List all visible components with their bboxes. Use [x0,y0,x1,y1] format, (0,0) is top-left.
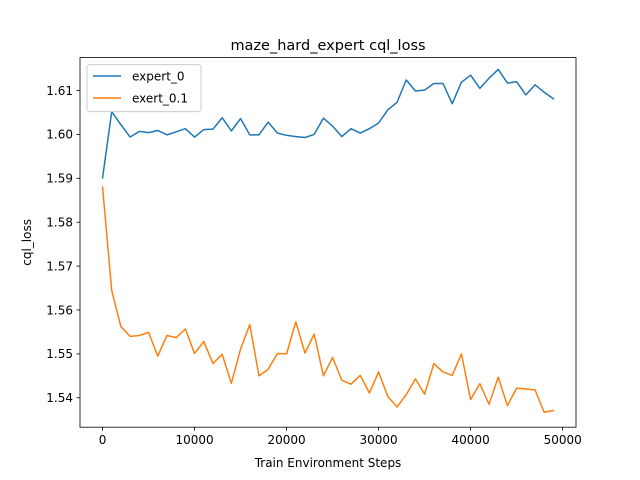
series-layer [101,68,555,414]
x-tick-label: 20000 [267,433,305,447]
y-tick-label: 1.61 [46,84,73,98]
y-tick-label: 1.55 [46,347,73,361]
x-tick-label: 30000 [360,433,398,447]
x-axis-label: Train Environment Steps [254,456,402,470]
x-tick-label: 0 [99,433,107,447]
plot-frame [79,57,577,428]
legend-label-expert-0: expert_0 [132,70,185,84]
y-tick-label: 1.58 [46,216,73,230]
x-tick-label: 10000 [175,433,213,447]
x-tick-label: 50000 [544,433,582,447]
y-axis-ticks: 1.54 1.55 1.56 1.57 1.58 1.59 1.60 1.61 [46,84,80,405]
x-tick-label: 40000 [452,433,490,447]
y-axis-label: cql_loss [20,219,34,266]
chart-title: maze_hard_expert cql_loss [230,38,425,54]
series-line-expert-0 [101,68,555,179]
x-axis-ticks: 0 10000 20000 30000 40000 50000 [99,427,582,447]
legend: expert_0 exert_0.1 [86,64,202,113]
plot-background [80,57,576,428]
y-tick-label: 1.56 [46,303,73,317]
y-tick-label: 1.59 [46,172,73,186]
y-tick-label: 1.57 [46,259,73,273]
y-tick-label: 1.54 [46,391,73,405]
series-line-exert-0-1 [101,186,555,414]
legend-label-exert-0-1: exert_0.1 [132,92,188,106]
y-tick-label: 1.60 [46,128,73,142]
plot-area [79,57,577,428]
